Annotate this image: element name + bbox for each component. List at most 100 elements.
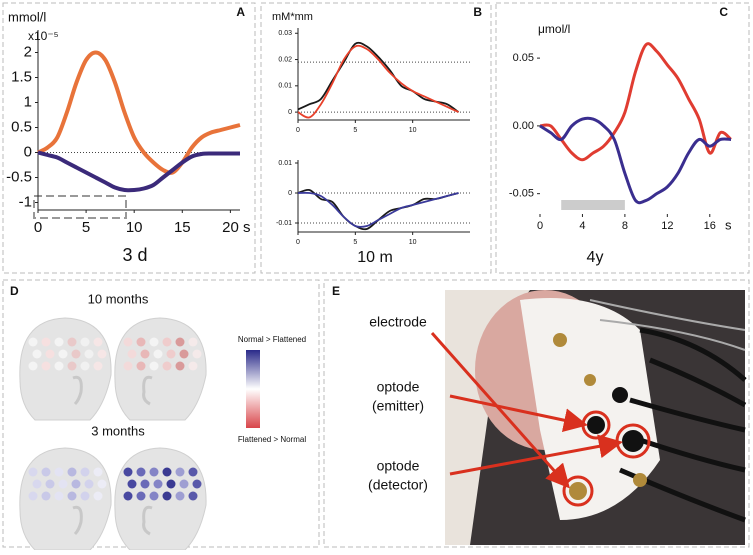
- channel: [175, 491, 185, 501]
- channel: [188, 361, 198, 371]
- channel: [28, 361, 38, 371]
- y-tick-label: 0.01: [278, 83, 292, 90]
- caption: 4y: [587, 249, 604, 266]
- x-tick-label: 16: [704, 220, 716, 232]
- channel: [149, 467, 159, 477]
- channel: [93, 491, 103, 501]
- channel: [123, 361, 133, 371]
- channel: [140, 349, 150, 359]
- caption: 10 m: [357, 249, 393, 266]
- channel: [149, 361, 159, 371]
- x-tick-label: 15: [174, 219, 191, 236]
- y-tick-label: -0.01: [276, 220, 292, 227]
- ear: [72, 375, 83, 406]
- channel: [127, 349, 137, 359]
- x-tick-label: 20 s: [222, 219, 250, 236]
- x-tick-label: 5: [353, 239, 357, 246]
- y-tick-label: 0.00: [513, 120, 534, 132]
- channel: [179, 479, 189, 489]
- subfigure-title: 10 months: [88, 291, 149, 306]
- channel: [192, 479, 202, 489]
- x-tick-label: 10: [126, 219, 143, 236]
- channel: [67, 361, 77, 371]
- y-tick-label: 0.01: [278, 160, 292, 167]
- y-tick-label: 1: [24, 93, 32, 110]
- ear: [142, 375, 153, 406]
- channel: [80, 361, 90, 371]
- channel: [136, 467, 146, 477]
- channel: [93, 337, 103, 347]
- x-tick-label: 0: [34, 219, 42, 236]
- x-tick-label: 8: [622, 220, 628, 232]
- x-tick-label: 0: [296, 239, 300, 246]
- channel: [136, 337, 146, 347]
- x-tick-label: 12: [661, 220, 673, 232]
- y-tick-label: 0.02: [278, 56, 292, 63]
- channel: [28, 467, 38, 477]
- channel: [153, 479, 163, 489]
- y-tick-label: -1: [19, 193, 32, 210]
- photo-label: optode: [377, 379, 420, 395]
- photo-label: (detector): [368, 477, 428, 493]
- series-line: [297, 44, 459, 119]
- channel: [175, 361, 185, 371]
- channel: [188, 337, 198, 347]
- panel-label: D: [10, 284, 19, 298]
- ear: [72, 505, 83, 536]
- series-line: [539, 42, 732, 162]
- channel: [188, 491, 198, 501]
- x-tick-label: 0: [296, 127, 300, 134]
- color-scale: [246, 350, 260, 428]
- channel: [67, 491, 77, 501]
- y-axis-label: μmol/l: [538, 22, 570, 36]
- channel: [54, 491, 64, 501]
- channel: [162, 491, 172, 501]
- x-tick-label: 5: [353, 127, 357, 134]
- y-axis-label: mM*mm: [272, 11, 313, 23]
- channel: [153, 349, 163, 359]
- channel: [93, 467, 103, 477]
- channel: [41, 491, 51, 501]
- y-axis-exponent: x10⁻⁵: [28, 29, 59, 43]
- channel: [41, 337, 51, 347]
- channel: [71, 349, 81, 359]
- channel: [32, 349, 42, 359]
- channel: [166, 349, 176, 359]
- channel: [140, 479, 150, 489]
- panel-label: C: [719, 5, 728, 19]
- x-tick-label: 5: [82, 219, 90, 236]
- cables: [619, 327, 747, 523]
- channel: [71, 479, 81, 489]
- x-unit: s: [725, 217, 732, 232]
- channel: [58, 479, 68, 489]
- channel: [97, 479, 107, 489]
- channel: [80, 491, 90, 501]
- y-tick-label: 2: [24, 43, 32, 60]
- channel: [67, 337, 77, 347]
- channel: [136, 361, 146, 371]
- y-tick-label: 0: [288, 190, 292, 197]
- channel: [149, 491, 159, 501]
- channel: [179, 349, 189, 359]
- x-tick-label: 4: [579, 220, 585, 232]
- channel: [149, 337, 159, 347]
- channel: [54, 337, 64, 347]
- channel: [136, 491, 146, 501]
- channel: [93, 361, 103, 371]
- ear: [142, 505, 153, 536]
- channel: [80, 337, 90, 347]
- channel: [84, 479, 94, 489]
- highlight-box: [33, 195, 127, 219]
- channel: [166, 479, 176, 489]
- channel: [123, 491, 133, 501]
- channel: [97, 349, 107, 359]
- subfigure-title: 3 months: [91, 423, 145, 438]
- channel: [28, 491, 38, 501]
- channel: [41, 467, 51, 477]
- y-tick-label: 1.5: [11, 68, 32, 85]
- x-tick-label: 10: [409, 239, 417, 246]
- panel-frames: [2, 2, 750, 548]
- photo-label: (emitter): [372, 398, 424, 414]
- y-tick-label: 0.5: [11, 118, 32, 135]
- series-line: [37, 150, 240, 193]
